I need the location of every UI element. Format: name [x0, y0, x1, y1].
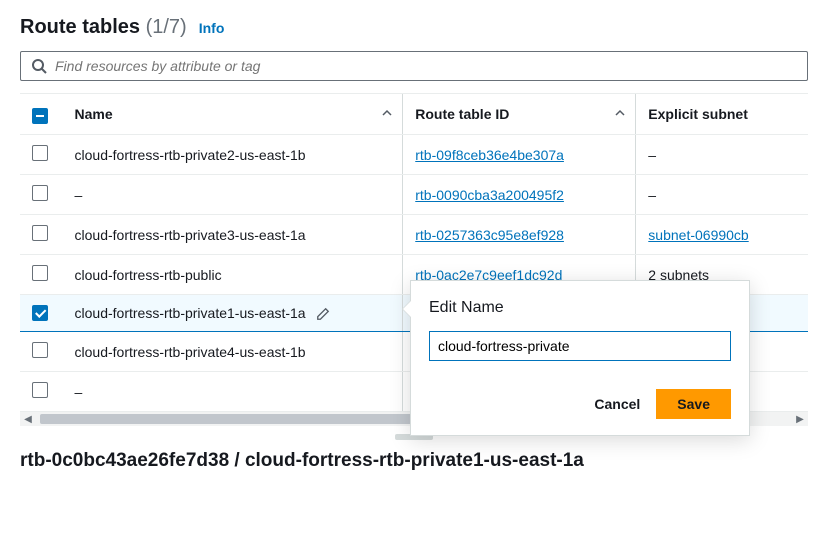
- table-row[interactable]: cloud-fortress-rtb-private2-us-east-1b r…: [20, 135, 808, 175]
- edit-name-icon[interactable]: [316, 307, 330, 321]
- edit-name-popover: Edit Name Cancel Save: [410, 280, 750, 436]
- row-checkbox[interactable]: [32, 265, 48, 281]
- sort-caret-icon: [382, 106, 392, 122]
- row-name: cloud-fortress-rtb-public: [63, 255, 403, 295]
- row-checkbox[interactable]: [32, 382, 48, 398]
- cancel-button[interactable]: Cancel: [594, 396, 640, 412]
- row-checkbox[interactable]: [32, 342, 48, 358]
- save-button[interactable]: Save: [656, 389, 731, 419]
- route-table-id-link[interactable]: rtb-0257363c95e8ef928: [415, 227, 564, 243]
- row-checkbox[interactable]: [32, 305, 48, 321]
- search-box[interactable]: [20, 51, 808, 81]
- row-name: cloud-fortress-rtb-private4-us-east-1b: [63, 332, 403, 372]
- row-name: cloud-fortress-rtb-private1-us-east-1a: [63, 295, 403, 332]
- row-checkbox[interactable]: [32, 185, 48, 201]
- table-row[interactable]: cloud-fortress-rtb-private3-us-east-1a r…: [20, 215, 808, 255]
- row-subnet: –: [636, 175, 808, 215]
- column-header-name[interactable]: Name: [63, 94, 403, 135]
- detail-panel-title: rtb-0c0bc43ae26fe7d38 / cloud-fortress-r…: [20, 450, 808, 486]
- scroll-right-icon[interactable]: ▶: [792, 412, 808, 426]
- sort-caret-icon: [615, 106, 625, 122]
- row-name: –: [63, 175, 403, 215]
- row-name: cloud-fortress-rtb-private2-us-east-1b: [63, 135, 403, 175]
- row-subnet: –: [636, 135, 808, 175]
- table-header-row: Name Route table ID Explicit subnet: [20, 94, 808, 135]
- row-checkbox[interactable]: [32, 145, 48, 161]
- scroll-left-icon[interactable]: ◀: [20, 412, 36, 426]
- subnet-link[interactable]: subnet-06990cb: [648, 227, 748, 243]
- edit-name-input[interactable]: [429, 331, 731, 361]
- column-header-explicit-subnet[interactable]: Explicit subnet: [636, 94, 808, 135]
- page-header: Route tables (1/7) Info: [20, 16, 808, 39]
- search-input[interactable]: [55, 58, 797, 74]
- route-table-id-link[interactable]: rtb-09f8ceb36e4be307a: [415, 147, 564, 163]
- table-row[interactable]: – rtb-0090cba3a200495f2 –: [20, 175, 808, 215]
- select-all-checkbox[interactable]: [32, 108, 48, 124]
- row-checkbox[interactable]: [32, 225, 48, 241]
- route-table-id-link[interactable]: rtb-0090cba3a200495f2: [415, 187, 564, 203]
- title-count: (1/7): [146, 16, 187, 38]
- column-header-route-table-id[interactable]: Route table ID: [403, 94, 636, 135]
- row-name: –: [63, 372, 403, 412]
- page-title: Route tables (1/7): [20, 16, 187, 39]
- info-link[interactable]: Info: [199, 20, 225, 36]
- popover-title: Edit Name: [429, 299, 731, 317]
- title-text: Route tables: [20, 16, 140, 38]
- header-checkbox-cell: [20, 94, 63, 135]
- row-name: cloud-fortress-rtb-private3-us-east-1a: [63, 215, 403, 255]
- search-icon: [31, 58, 47, 74]
